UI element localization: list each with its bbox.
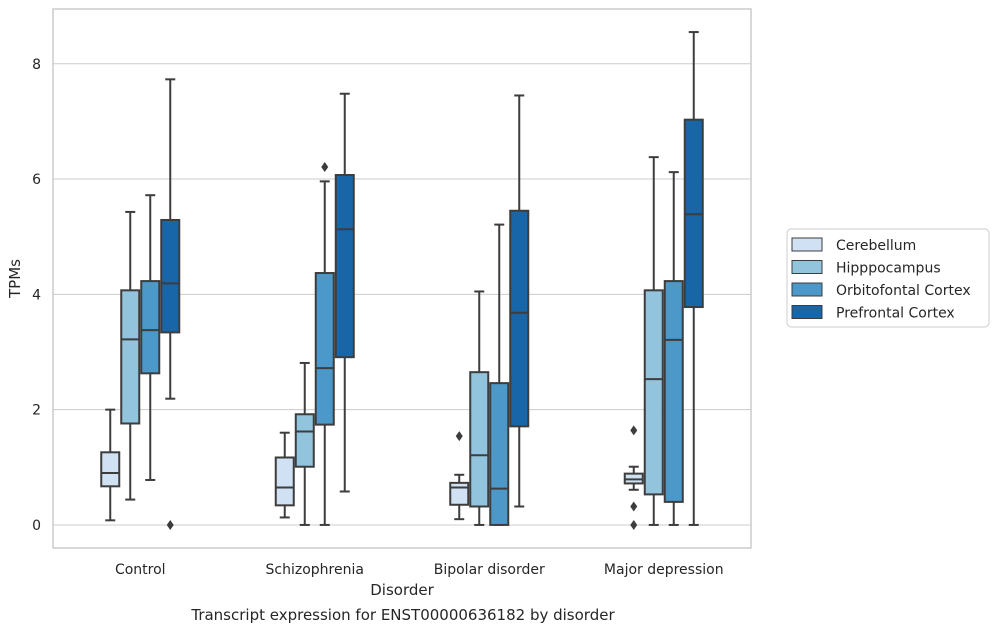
y-tick-label-4: 8 <box>32 57 41 73</box>
box-body <box>314 272 335 426</box>
box-2-1 <box>314 161 335 526</box>
x-axis-label: Disorder <box>370 581 434 599</box>
y-tick-label-0: 0 <box>32 518 41 534</box>
x-tick-label-3: Major depression <box>604 562 724 578</box>
y-tick-label-3: 6 <box>32 172 41 188</box>
box-0-1 <box>274 431 295 519</box>
outlier-point-0 <box>166 519 174 530</box>
box-0-3 <box>623 425 644 530</box>
box-body <box>294 413 315 468</box>
legend-item-0: Cerebellum <box>791 237 916 254</box>
plot-border <box>52 8 752 549</box>
box-0-0 <box>100 408 121 522</box>
legend-label: Hipppocampus <box>836 261 941 277</box>
box-1-0 <box>120 210 141 501</box>
box-2-2 <box>489 223 510 526</box>
x-tick-label-2: Bipolar disorder <box>434 562 545 578</box>
outlier-point-1 <box>630 501 638 512</box>
box-3-1 <box>334 92 355 493</box>
box-body <box>160 218 181 334</box>
box-3-3 <box>683 31 704 526</box>
outlier-point-0 <box>321 161 329 172</box>
box-3-0 <box>160 78 181 530</box>
x-tick-label-0: Control <box>115 562 166 578</box>
box-body <box>274 456 295 507</box>
y-tick-label-1: 2 <box>32 403 41 419</box>
plot-frame <box>52 8 752 549</box>
y-axis-label: TPMs <box>6 259 24 299</box>
chart-caption: Transcript expression for ENST0000063618… <box>191 606 615 624</box>
legend-item-2: Orbitofontal Cortex <box>791 282 971 299</box>
series-3 <box>160 31 704 530</box>
x-tick-label-1: Schizophrenia <box>266 562 364 578</box>
legend-label: Cerebellum <box>836 238 916 254</box>
box-plot-series <box>100 31 704 530</box>
legend-swatch <box>791 260 823 274</box>
legend: Cerebellum Hipppocampus Orbitofontal Corte… <box>786 228 990 328</box>
outlier-point-0 <box>455 431 463 442</box>
x-axis-ticks: Control Schizophrenia Bipolar disorder Majo… <box>115 562 724 578</box>
outlier-point-2 <box>630 519 638 530</box>
series-2 <box>140 161 684 526</box>
legend-label: Prefrontal Cortex <box>836 306 955 322</box>
box-1-2 <box>469 290 490 526</box>
box-2-3 <box>663 171 684 526</box>
box-body <box>140 280 161 375</box>
y-axis-ticks: 0 2 4 6 8 <box>32 57 41 534</box>
y-tick-label-2: 4 <box>32 287 41 303</box>
box-body <box>120 289 141 425</box>
box-body <box>469 371 490 508</box>
legend-label: Orbitofontal Cortex <box>836 283 971 299</box>
box-body <box>509 209 530 428</box>
legend-swatch <box>791 237 823 252</box>
legend-item-1: Hipppocampus <box>791 260 941 277</box>
series-1 <box>120 156 664 526</box>
legend-frame <box>786 228 990 328</box>
box-1-1 <box>294 361 315 526</box>
box-1-3 <box>643 156 664 526</box>
box-3-2 <box>509 94 530 508</box>
box-body <box>100 451 121 488</box>
legend-swatch <box>791 282 823 297</box>
box-body <box>334 174 355 359</box>
box-body <box>489 382 510 526</box>
box-2-0 <box>140 194 161 481</box>
legend-item-3: Prefrontal Cortex <box>791 305 955 322</box>
box-0-2 <box>449 431 470 521</box>
box-body <box>663 280 684 503</box>
box-body <box>449 481 470 506</box>
series-0 <box>100 408 644 530</box>
box-body <box>643 289 664 496</box>
legend-swatch <box>791 305 823 319</box>
outlier-point-0 <box>630 425 638 436</box>
